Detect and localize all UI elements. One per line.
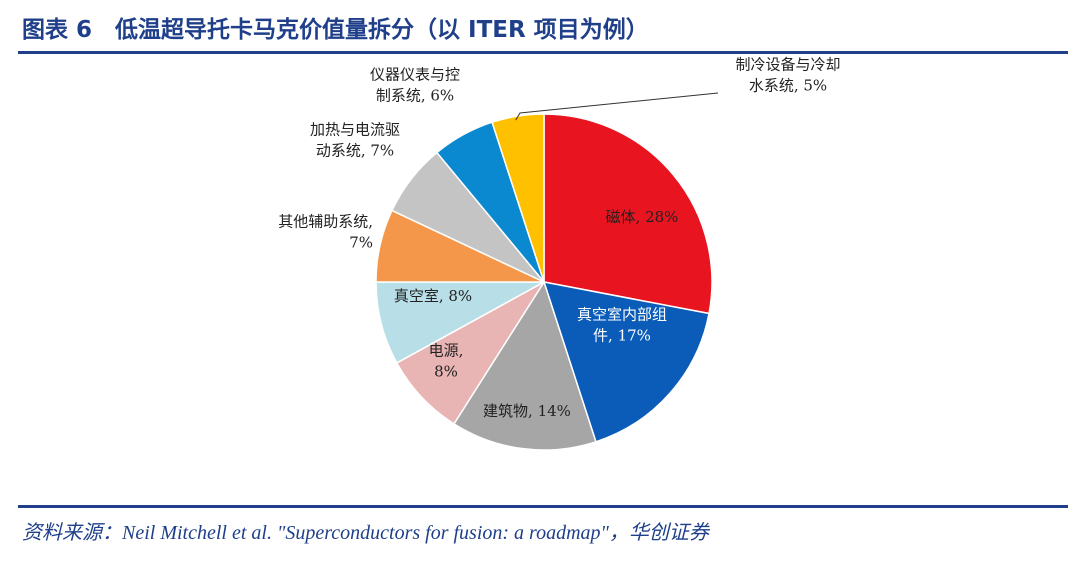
slice-label-1: 磁体, 28% (606, 208, 679, 226)
pie-slice-3 (452, 280, 597, 451)
slice-label-5: 真空室, 8% (394, 287, 472, 305)
pie-slices (375, 113, 713, 451)
slice-labels: 磁体, 28% 真空室内部组件, 17% 建筑物, 14% 电源, 8% 真空室, 8% 其… (278, 56, 840, 421)
slice-label-2: 真空室内部组件, 17% (577, 306, 667, 345)
slice-label-4: 电源, 8% (429, 342, 464, 381)
slice-label-7: 加热与电流驱动系统, 7% (310, 121, 400, 160)
slice-label-6: 其他辅助系统, 7% (278, 213, 373, 252)
slice-label-8: 仪器仪表与控制系统, 6% (370, 66, 460, 105)
footer-divider (18, 505, 1068, 508)
leader-line (515, 92, 719, 121)
title-divider (18, 51, 1068, 54)
chart-title: 图表 6 低温超导托卡马克价值量拆分（以 ITER 项目为例） (22, 17, 649, 43)
pie-slice-1 (543, 113, 713, 315)
leader-lines (515, 92, 719, 121)
pie-slice-2 (542, 281, 710, 443)
slice-label-9: 制冷设备与冷却水系统, 5% (735, 56, 840, 95)
source-note: 资料来源：Neil Mitchell et al. "Superconducto… (22, 522, 709, 544)
slice-label-3: 建筑物, 14% (483, 402, 571, 420)
